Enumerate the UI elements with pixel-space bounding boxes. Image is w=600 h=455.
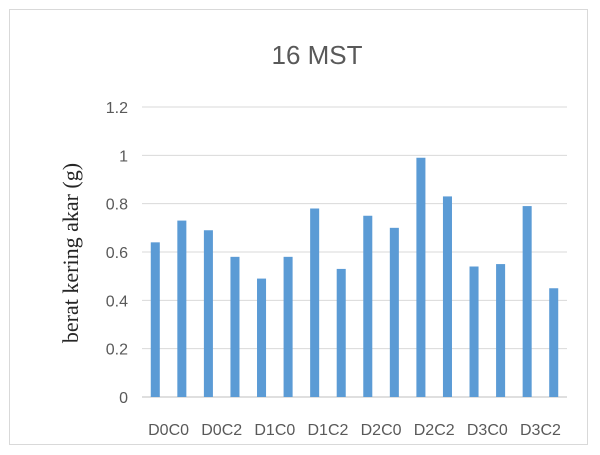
x-tick-label: D3C0 [467,422,508,439]
bar-d1c1 [284,257,293,397]
bar-d0c1 [177,221,186,397]
bar-d0c3 [230,257,239,397]
y-tick-label: 1.2 [106,100,128,117]
y-tick-label: 0.6 [106,245,128,262]
bar-d3c1 [496,264,505,397]
chart-title: 16 MST [271,40,362,70]
y-tick-label: 0.2 [106,342,128,359]
y-tick-label: 0.8 [106,197,128,214]
bar-d0c0 [151,242,160,397]
y-tick-label: 1 [119,148,128,165]
bar-d1c0 [257,279,266,397]
bar-d3c3 [549,288,558,397]
bar-d3c0 [470,267,479,398]
x-tick-label: D3C2 [520,422,561,439]
bar-d2c0 [363,216,372,397]
bar-d2c1 [390,228,399,397]
x-tick-label: D0C0 [148,422,189,439]
x-tick-label: D1C2 [307,422,348,439]
y-axis-label: berat kering akar (g) [58,163,83,343]
x-tick-label: D1C0 [254,422,295,439]
bar-d1c3 [337,269,346,397]
x-tick-label: D2C2 [414,422,455,439]
bar-d0c2 [204,230,213,397]
bar-d1c2 [310,209,319,398]
bar-d2c2 [416,158,425,397]
x-tick-label: D2C0 [361,422,402,439]
bar-d3c2 [523,206,532,397]
x-tick-label: D0C2 [201,422,242,439]
bar-d2c3 [443,196,452,397]
y-tick-label: 0.4 [106,293,128,310]
y-tick-label: 0 [119,390,128,407]
